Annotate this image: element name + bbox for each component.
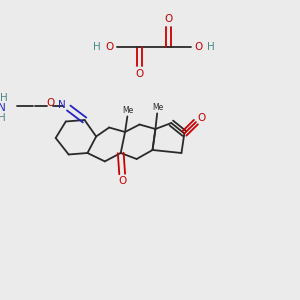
Text: O: O bbox=[46, 98, 55, 108]
Text: H: H bbox=[93, 41, 101, 52]
Text: Me: Me bbox=[152, 103, 164, 112]
Text: H: H bbox=[0, 112, 6, 123]
Text: O: O bbox=[194, 41, 202, 52]
Text: O: O bbox=[164, 14, 172, 24]
Text: O: O bbox=[118, 176, 126, 187]
Text: H: H bbox=[0, 93, 8, 103]
Text: O: O bbox=[197, 112, 205, 123]
Text: Me: Me bbox=[122, 106, 134, 115]
Text: O: O bbox=[135, 69, 144, 80]
Text: N: N bbox=[58, 100, 66, 110]
Text: H: H bbox=[207, 41, 214, 52]
Text: O: O bbox=[106, 41, 114, 52]
Text: N: N bbox=[0, 103, 6, 113]
